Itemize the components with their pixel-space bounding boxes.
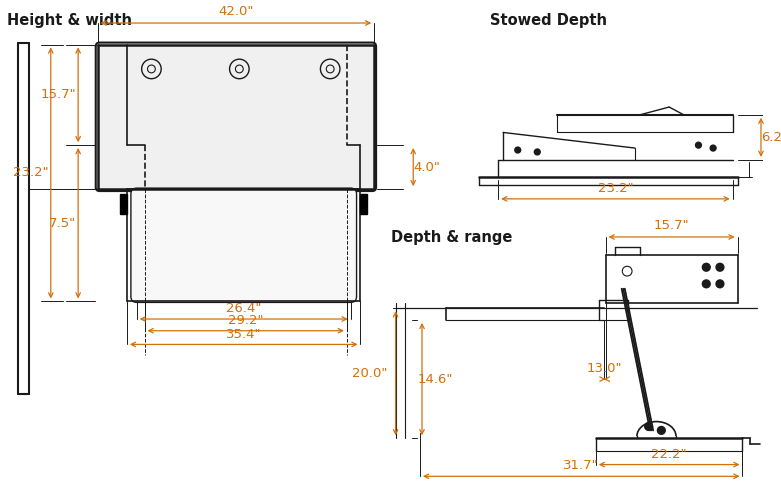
- Circle shape: [515, 147, 521, 153]
- Text: 20.0": 20.0": [352, 367, 388, 380]
- Text: 26.4": 26.4": [226, 302, 262, 315]
- Text: 29.2": 29.2": [228, 314, 263, 327]
- Text: 35.4": 35.4": [226, 328, 262, 341]
- Text: 7.5": 7.5": [49, 217, 77, 230]
- Circle shape: [658, 427, 665, 434]
- Circle shape: [716, 263, 724, 271]
- Text: Height & width: Height & width: [7, 13, 132, 28]
- Circle shape: [696, 142, 701, 148]
- Circle shape: [710, 145, 716, 151]
- Text: 6.2": 6.2": [761, 131, 781, 144]
- Bar: [361, 194, 367, 213]
- Text: 23.2": 23.2": [13, 166, 49, 180]
- Text: 15.7": 15.7": [654, 219, 690, 232]
- Text: 13.0": 13.0": [587, 362, 622, 375]
- Circle shape: [645, 423, 653, 430]
- Circle shape: [534, 149, 540, 155]
- Text: 15.7": 15.7": [41, 88, 77, 101]
- Text: 14.6": 14.6": [418, 373, 453, 386]
- Circle shape: [716, 280, 724, 288]
- Text: 42.0": 42.0": [218, 5, 254, 18]
- Text: 4.0": 4.0": [414, 160, 440, 174]
- Text: Depth & range: Depth & range: [390, 230, 512, 245]
- Circle shape: [702, 263, 710, 271]
- FancyBboxPatch shape: [96, 43, 376, 191]
- Text: 23.2": 23.2": [597, 182, 633, 195]
- Text: 31.7": 31.7": [563, 459, 599, 472]
- FancyBboxPatch shape: [131, 188, 357, 302]
- Text: 22.2": 22.2": [651, 447, 687, 461]
- Text: Stowed Depth: Stowed Depth: [490, 13, 608, 28]
- Circle shape: [702, 280, 710, 288]
- Bar: [120, 194, 127, 213]
